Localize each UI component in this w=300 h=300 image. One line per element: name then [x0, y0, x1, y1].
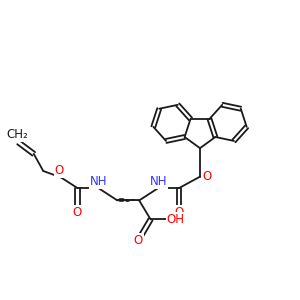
Text: NH: NH: [90, 175, 107, 188]
Text: OH: OH: [167, 213, 185, 226]
Text: O: O: [73, 206, 82, 219]
Text: NH: NH: [149, 175, 167, 188]
Text: CH₂: CH₂: [7, 128, 28, 141]
Text: O: O: [202, 170, 211, 183]
Text: O: O: [55, 164, 64, 177]
Text: O: O: [175, 206, 184, 219]
Text: O: O: [134, 234, 143, 247]
